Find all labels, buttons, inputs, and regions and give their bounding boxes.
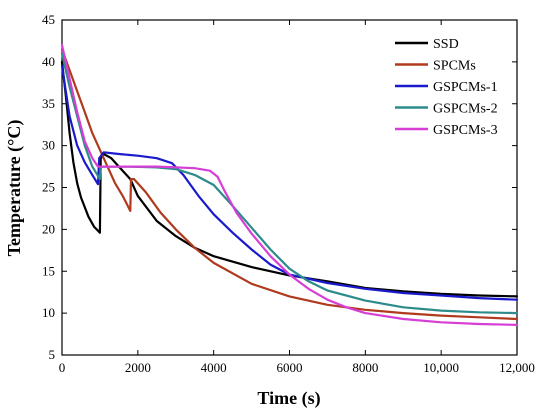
legend: SSD SPCMs GSPCMs-1 GSPCMs-2 GSPCMs-3 <box>395 37 498 138</box>
series-lines <box>60 44 519 326</box>
series-line-spcms <box>60 48 519 321</box>
legend-label-gspcms-1: GSPCMs-1 <box>433 80 498 95</box>
legend-label-spcms: SPCMs <box>433 59 476 74</box>
y-tick-label: 30 <box>42 138 55 153</box>
y-tick-label: 10 <box>42 305 55 320</box>
x-tick-label: 12,000 <box>499 360 535 375</box>
legend-label-gspcms-2: GSPCMs-2 <box>433 102 498 117</box>
x-tick-label: 8000 <box>352 360 378 375</box>
y-tick-label: 5 <box>49 347 56 362</box>
legend-label-gspcms-3: GSPCMs-3 <box>433 123 498 138</box>
x-tick-label: 6000 <box>277 360 303 375</box>
y-tick-label: 35 <box>42 96 55 111</box>
series-line-gspcms-2 <box>60 52 519 315</box>
y-axis-title: Temperature (°C) <box>4 120 25 257</box>
x-tick-label: 0 <box>59 360 66 375</box>
x-axis-title: Time (s) <box>257 388 320 409</box>
y-tick-label: 20 <box>42 221 55 236</box>
y-tick-label: 15 <box>42 263 55 278</box>
y-tick-label: 45 <box>42 12 55 27</box>
y-tick-label: 40 <box>42 54 55 69</box>
series-line-gspcms-3 <box>60 44 519 326</box>
legend-label-ssd: SSD <box>433 37 459 52</box>
x-tick-label: 2000 <box>125 360 151 375</box>
y-axis-ticks: 5 10 15 20 25 30 35 40 45 <box>42 12 517 362</box>
x-tick-label: 10,000 <box>423 360 459 375</box>
y-tick-label: 25 <box>42 180 55 195</box>
x-tick-label: 4000 <box>201 360 227 375</box>
x-axis-ticks: 0 2000 4000 6000 8000 10,000 12,000 <box>59 20 535 375</box>
